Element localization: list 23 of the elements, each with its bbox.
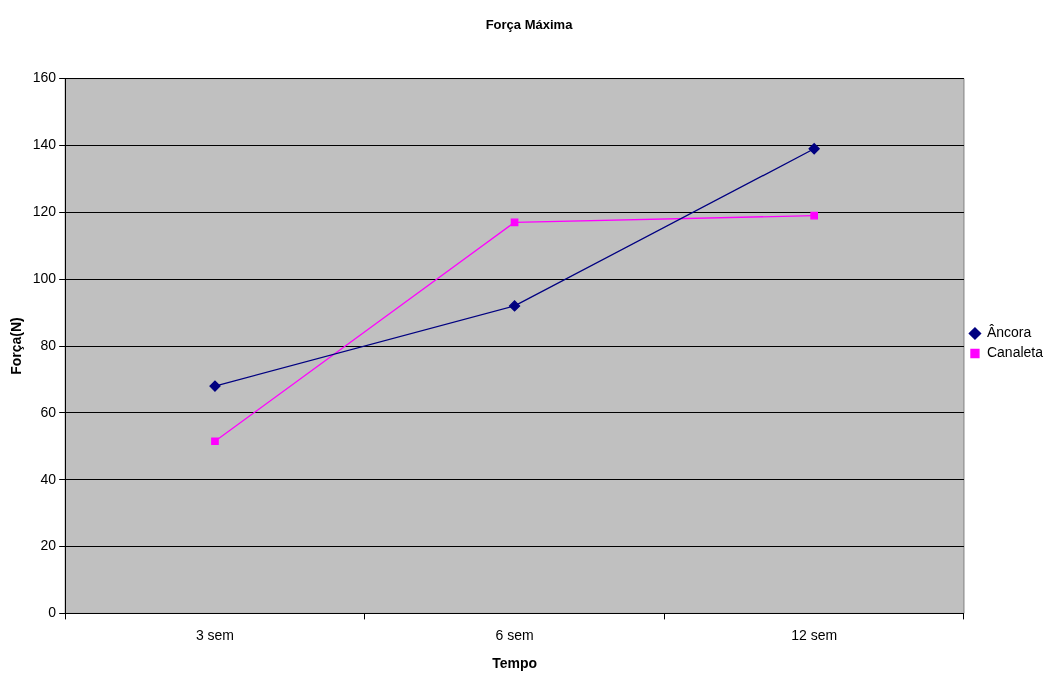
- y-tick-label: 80: [40, 336, 57, 353]
- x-axis-title: Tempo: [492, 655, 537, 672]
- x-tick-label: 12 sem: [791, 626, 838, 643]
- x-tick-label: 6 sem: [495, 626, 534, 643]
- y-tick-label: 140: [32, 136, 57, 153]
- y-tick-label: 160: [32, 69, 57, 86]
- y-tick-label: 100: [32, 270, 57, 287]
- point: [211, 437, 219, 446]
- y-tick-label: 0: [48, 604, 57, 621]
- y-tick-label: 60: [40, 403, 57, 420]
- y-axis-title: Força(N): [8, 317, 25, 375]
- chart-title: Força Máxima: [485, 17, 574, 33]
- y-tick-label: 120: [32, 203, 57, 220]
- point: [508, 300, 521, 312]
- y-tick-label: 20: [40, 537, 57, 554]
- x-tick-label: 3 sem: [195, 626, 235, 643]
- point: [209, 380, 221, 392]
- point: [510, 218, 519, 227]
- point: [810, 211, 818, 220]
- legend-label: Canaleta: [986, 344, 1044, 361]
- point: [808, 143, 820, 155]
- legend-label: Âncora: [986, 324, 1032, 341]
- y-tick-label: 40: [40, 470, 57, 487]
